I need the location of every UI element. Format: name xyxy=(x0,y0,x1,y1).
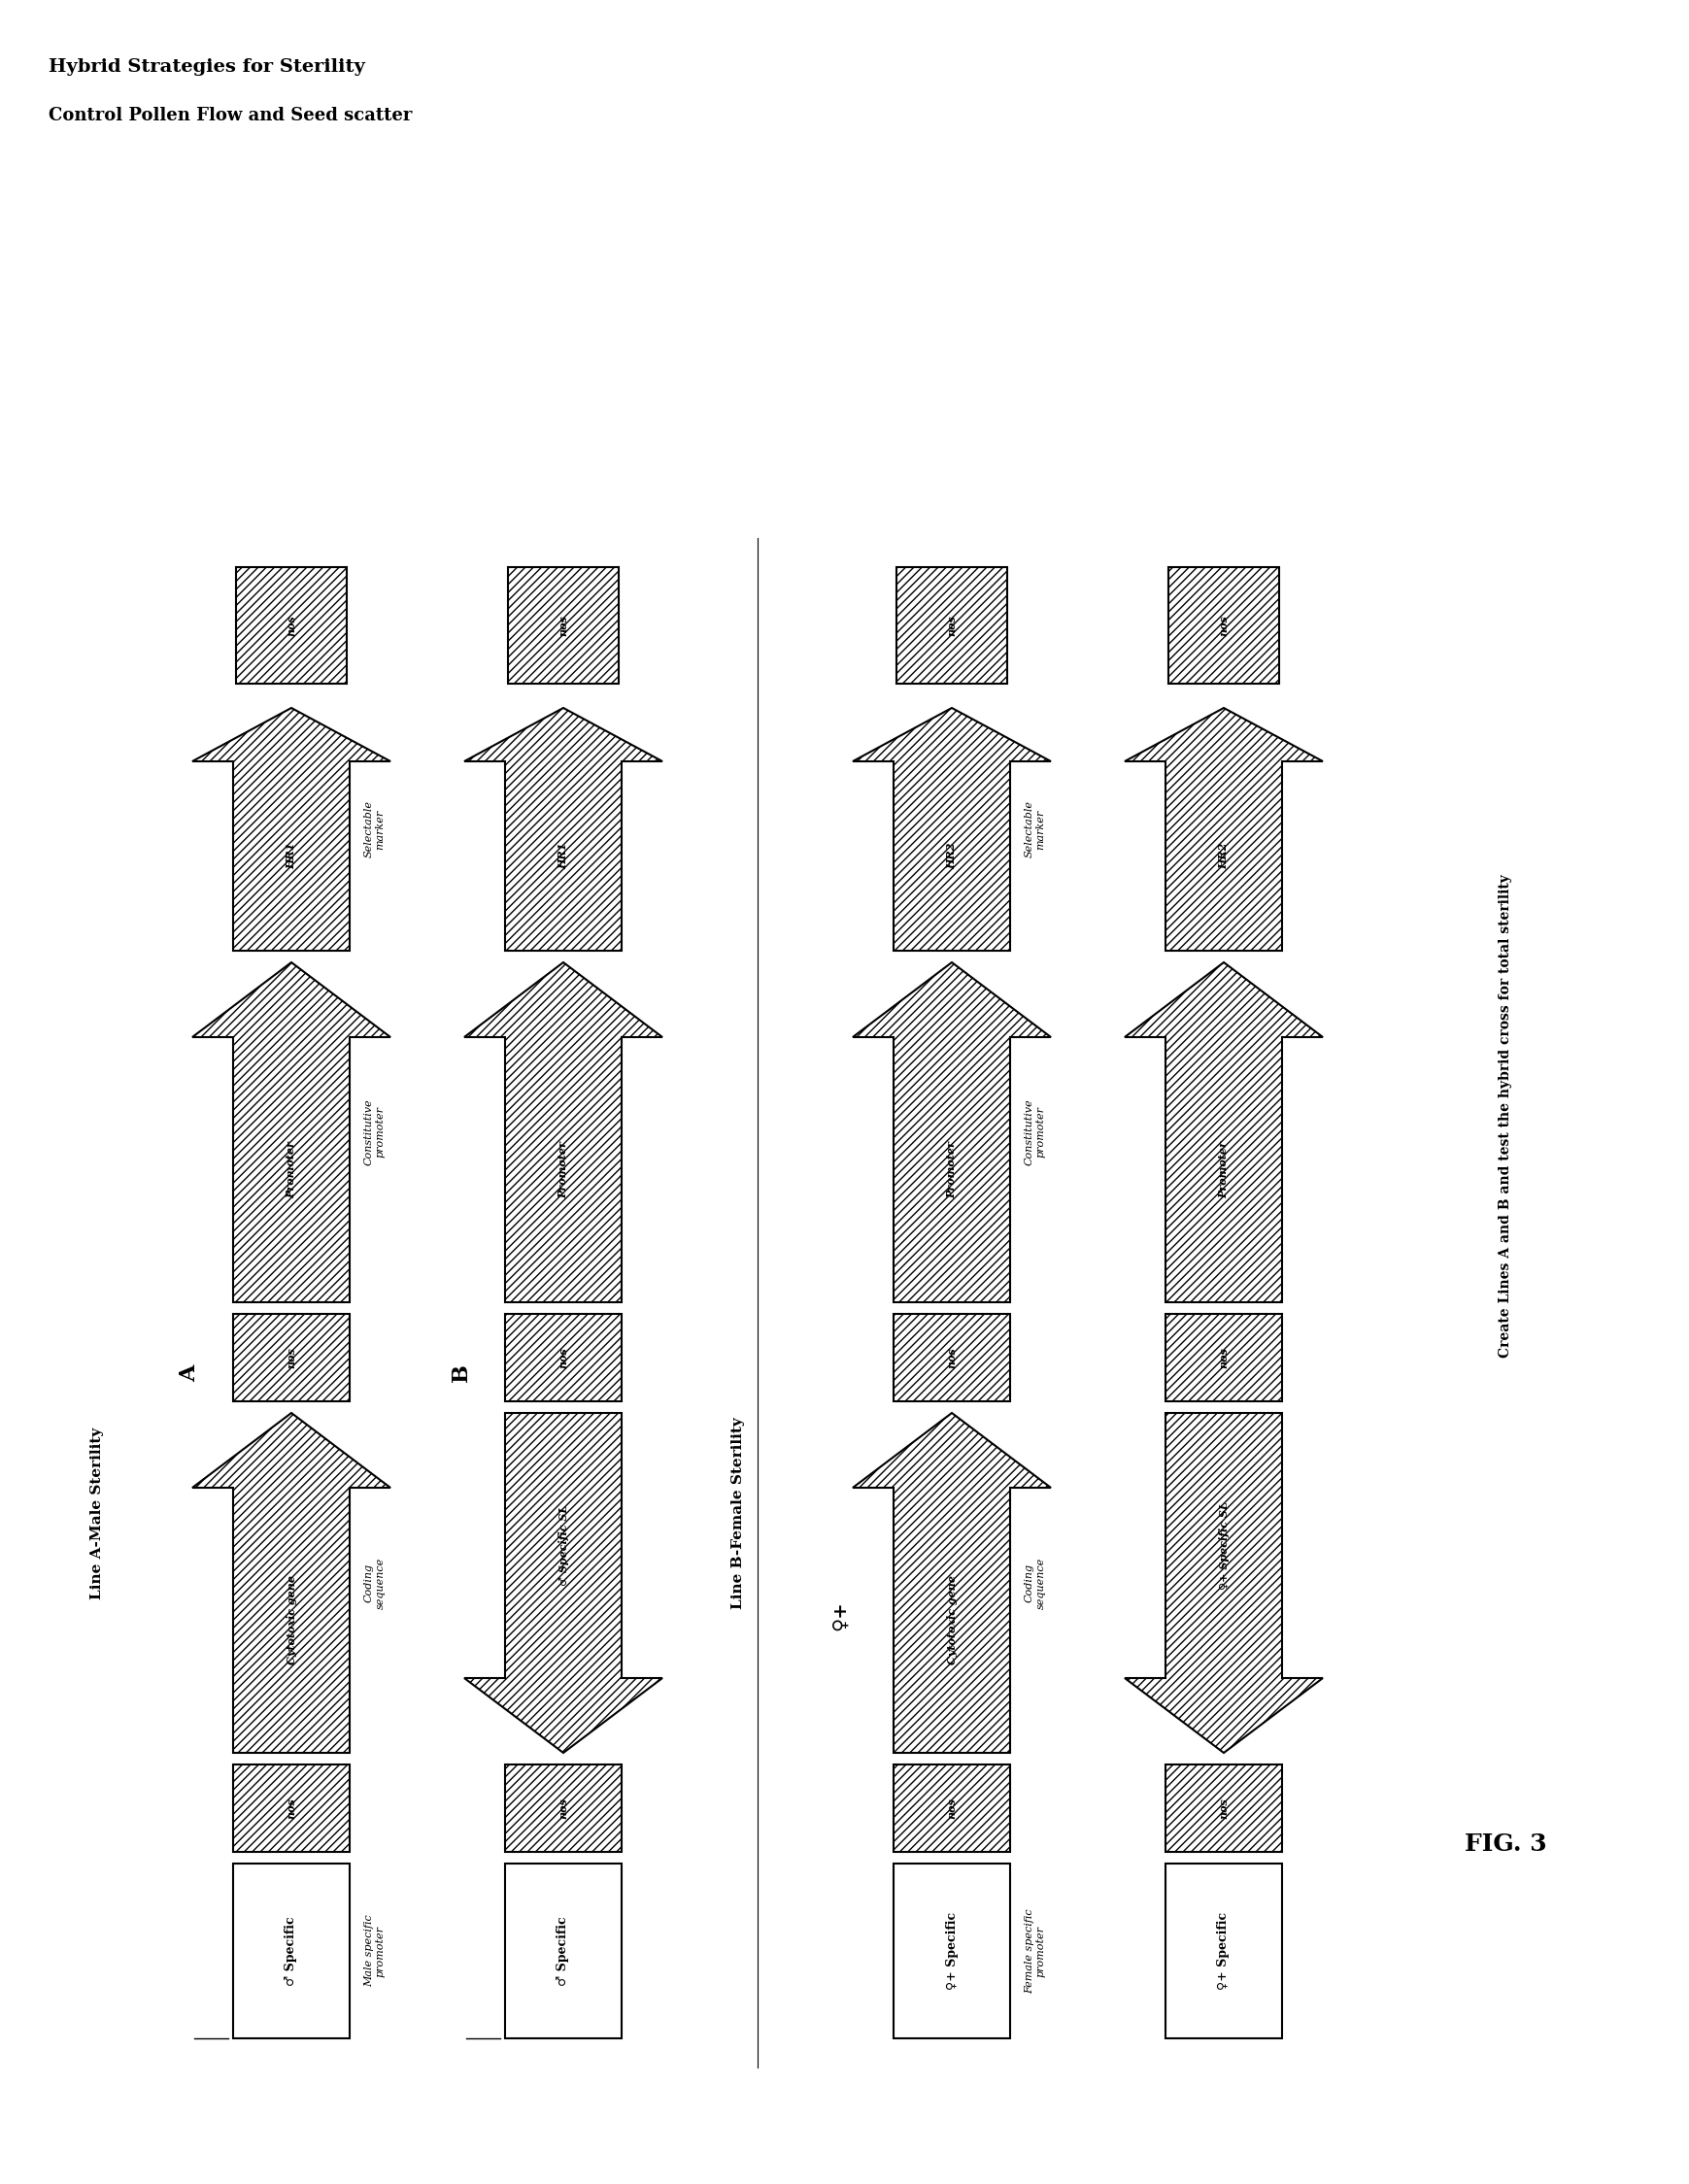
Text: nos: nos xyxy=(557,1348,568,1367)
Text: nos: nos xyxy=(285,1797,297,1819)
Text: ♂ Specific: ♂ Specific xyxy=(557,1915,569,1985)
Text: nos: nos xyxy=(1218,616,1228,636)
Text: ♀+ Specific: ♀+ Specific xyxy=(1216,1911,1230,1990)
Bar xyxy=(505,1863,622,2038)
Bar xyxy=(1165,1765,1282,1852)
Text: Coding
sequence: Coding sequence xyxy=(365,1557,385,1610)
Text: nos: nos xyxy=(1218,1797,1228,1819)
Text: nos: nos xyxy=(285,1348,297,1367)
Text: ♀+ Specific SL: ♀+ Specific SL xyxy=(1218,1500,1228,1590)
Bar xyxy=(893,1765,1010,1852)
Text: ♀+: ♀+ xyxy=(831,1601,848,1631)
Bar xyxy=(233,1863,350,2038)
Text: Hybrid Strategies for Sterility: Hybrid Strategies for Sterility xyxy=(49,59,365,76)
Bar xyxy=(508,568,618,684)
Text: HR1: HR1 xyxy=(285,843,297,869)
Bar xyxy=(233,1765,350,1852)
Text: ♀+ Specific: ♀+ Specific xyxy=(944,1911,958,1990)
Text: Female specific
promoter: Female specific promoter xyxy=(1024,1909,1045,1994)
Bar xyxy=(505,1315,622,1402)
Text: A: A xyxy=(179,1365,199,1382)
Text: B: B xyxy=(451,1365,471,1382)
Text: Cytotoxic gene: Cytotoxic gene xyxy=(285,1575,297,1664)
Text: HR2: HR2 xyxy=(946,843,956,869)
Text: Promoter: Promoter xyxy=(557,1140,568,1199)
Text: Line B-Female Sterility: Line B-Female Sterility xyxy=(731,1417,745,1610)
Text: Cytotoxic gene: Cytotoxic gene xyxy=(946,1575,956,1664)
Bar xyxy=(895,568,1007,684)
Polygon shape xyxy=(193,963,390,1302)
Text: ♂ Specific SL: ♂ Specific SL xyxy=(557,1505,568,1586)
Polygon shape xyxy=(1125,1413,1322,1754)
Polygon shape xyxy=(193,708,390,950)
Text: FIG. 3: FIG. 3 xyxy=(1463,1832,1545,1856)
Text: nos: nos xyxy=(946,616,956,636)
Text: nos: nos xyxy=(557,1797,568,1819)
Text: nos: nos xyxy=(946,1348,956,1367)
Text: nos: nos xyxy=(557,616,568,636)
Bar xyxy=(893,1863,1010,2038)
Text: Coding
sequence: Coding sequence xyxy=(1024,1557,1045,1610)
Bar xyxy=(1167,568,1279,684)
Text: Line A-Male Sterility: Line A-Male Sterility xyxy=(90,1426,103,1599)
Text: Promoter: Promoter xyxy=(285,1140,297,1199)
Text: Promoter: Promoter xyxy=(946,1140,956,1199)
Bar xyxy=(1165,1863,1282,2038)
Text: nos: nos xyxy=(946,1797,956,1819)
Text: Create Lines A and B and test the hybrid cross for total sterility: Create Lines A and B and test the hybrid… xyxy=(1498,874,1512,1358)
Text: Selectable
marker: Selectable marker xyxy=(1024,802,1045,858)
Bar xyxy=(505,1765,622,1852)
Text: Promoter: Promoter xyxy=(1218,1140,1228,1199)
Polygon shape xyxy=(853,1413,1051,1754)
Polygon shape xyxy=(193,1413,390,1754)
Polygon shape xyxy=(853,963,1051,1302)
Bar xyxy=(1165,1315,1282,1402)
Polygon shape xyxy=(1125,963,1322,1302)
Text: nos: nos xyxy=(1218,1348,1228,1367)
Text: Constitutive
promoter: Constitutive promoter xyxy=(365,1099,385,1166)
Text: nos: nos xyxy=(285,616,297,636)
Polygon shape xyxy=(853,708,1051,950)
Text: Selectable
marker: Selectable marker xyxy=(365,802,385,858)
Text: Control Pollen Flow and Seed scatter: Control Pollen Flow and Seed scatter xyxy=(49,107,412,124)
Text: HR2: HR2 xyxy=(1218,843,1228,869)
Text: HR1: HR1 xyxy=(557,843,568,869)
Polygon shape xyxy=(464,1413,662,1754)
Bar xyxy=(893,1315,1010,1402)
Text: Constitutive
promoter: Constitutive promoter xyxy=(1024,1099,1045,1166)
Polygon shape xyxy=(1125,708,1322,950)
Bar xyxy=(233,1315,350,1402)
Polygon shape xyxy=(464,963,662,1302)
Text: ♂ Specific: ♂ Specific xyxy=(285,1915,297,1985)
Bar xyxy=(236,568,346,684)
Text: Male specific
promoter: Male specific promoter xyxy=(365,1915,385,1987)
Polygon shape xyxy=(464,708,662,950)
